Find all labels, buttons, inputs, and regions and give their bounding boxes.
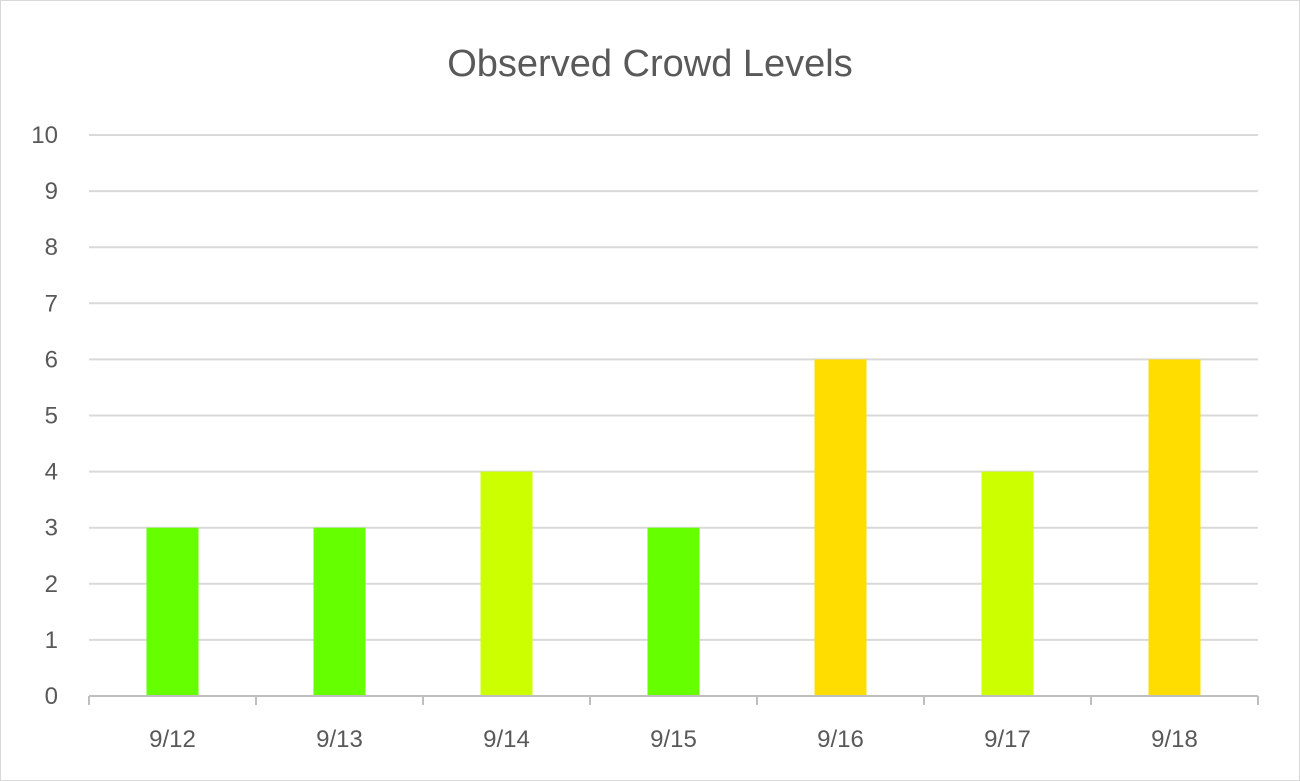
y-tick-label-10: 10 xyxy=(31,122,58,149)
bar-9-15 xyxy=(647,527,700,696)
x-tick-label-9-17: 9/17 xyxy=(984,726,1031,753)
y-tick-label-6: 6 xyxy=(45,346,58,373)
x-axis-tick-labels: 9/12 9/13 9/14 9/15 9/16 9/17 9/18 xyxy=(149,726,1198,753)
x-tick-label-9-16: 9/16 xyxy=(817,726,864,753)
x-tick-label-9-18: 9/18 xyxy=(1151,726,1198,753)
bar-9-14 xyxy=(480,471,533,696)
chart-title: Observed Crowd Levels xyxy=(447,43,853,85)
bar-9-12 xyxy=(146,527,199,696)
x-tick-label-9-15: 9/15 xyxy=(650,726,697,753)
y-tick-label-8: 8 xyxy=(45,234,58,261)
y-tick-label-4: 4 xyxy=(45,459,58,486)
bars xyxy=(146,359,1201,696)
y-axis-tick-labels: 0 1 2 3 4 5 6 7 8 9 10 xyxy=(31,122,58,710)
x-tick-label-9-12: 9/12 xyxy=(149,726,196,753)
x-tick-label-9-13: 9/13 xyxy=(316,726,363,753)
y-tick-label-3: 3 xyxy=(45,515,58,542)
y-tick-label-1: 1 xyxy=(45,627,58,654)
x-axis xyxy=(88,695,1259,705)
gridlines xyxy=(89,134,1258,641)
x-tick-label-9-14: 9/14 xyxy=(483,726,530,753)
bar-9-18 xyxy=(1148,359,1201,696)
y-tick-label-5: 5 xyxy=(45,403,58,430)
y-tick-label-7: 7 xyxy=(45,290,58,317)
y-tick-label-9: 9 xyxy=(45,178,58,205)
bar-9-13 xyxy=(313,527,366,696)
bar-9-17 xyxy=(981,471,1034,696)
y-tick-label-0: 0 xyxy=(45,683,58,710)
bar-9-16 xyxy=(814,359,867,696)
y-tick-label-2: 2 xyxy=(45,571,58,598)
